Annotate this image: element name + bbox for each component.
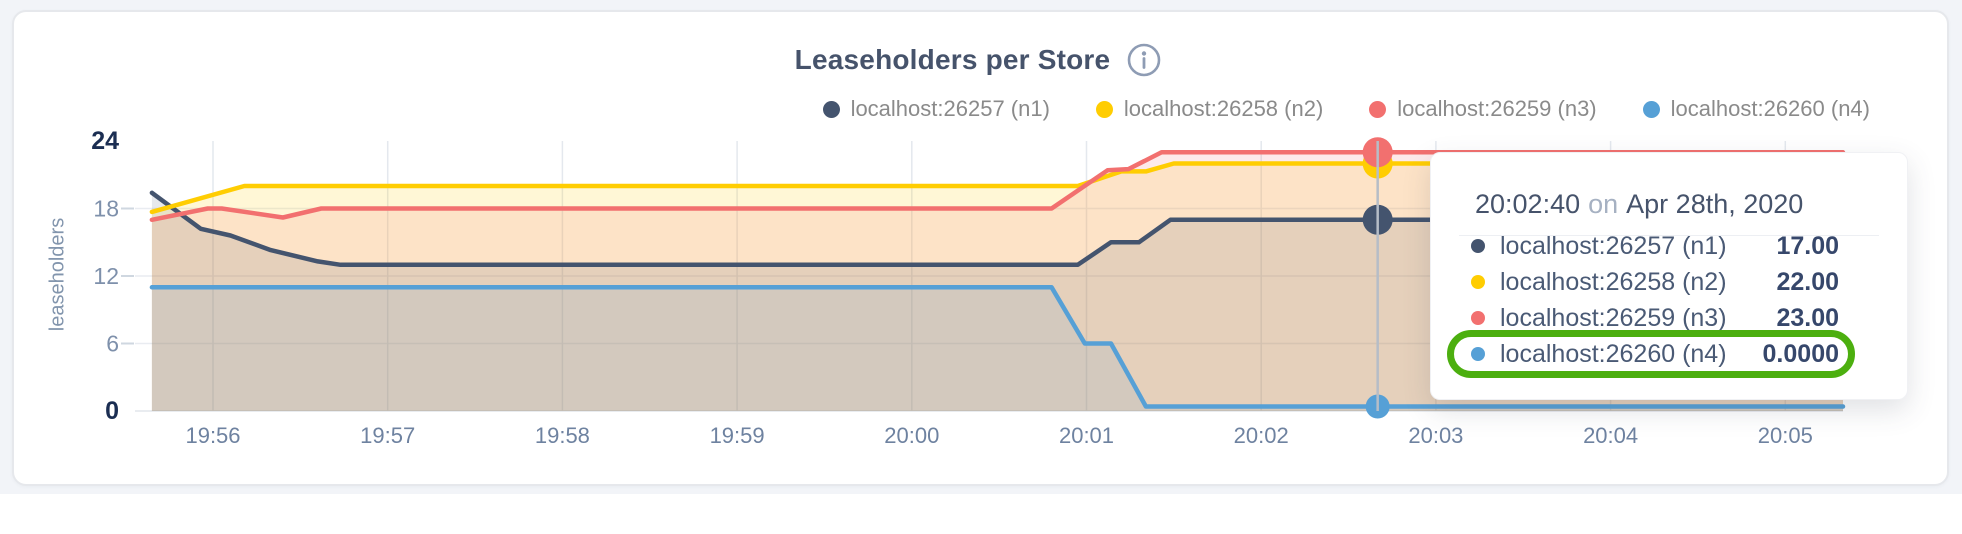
y-tick-label: 18 xyxy=(93,196,119,222)
tooltip-row-n4: localhost:26260 (n4) 0.0000 xyxy=(1471,336,1839,372)
legend-label: localhost:26260 (n4) xyxy=(1670,96,1870,121)
x-tick-label: 19:57 xyxy=(360,423,415,448)
legend-label: localhost:26259 (n3) xyxy=(1397,96,1597,121)
legend-dot-icon xyxy=(1095,100,1113,118)
tooltip-series-label: localhost:26258 (n2) xyxy=(1500,267,1727,296)
tooltip-series-value: 0.0000 xyxy=(1762,339,1839,368)
y-tick-label: 12 xyxy=(93,263,119,289)
tooltip-series-value: 23.00 xyxy=(1776,303,1839,332)
legend-label: localhost:26258 (n2) xyxy=(1123,96,1324,121)
x-tick-label: 20:05 xyxy=(1758,423,1813,448)
x-tick-label: 20:02 xyxy=(1234,423,1289,448)
tooltip-series-value: 17.00 xyxy=(1776,231,1839,260)
tooltip-row-n3: localhost:26259 (n3) 23.00 xyxy=(1471,300,1839,336)
legend-label: localhost:26257 (n1) xyxy=(850,96,1050,121)
tooltip-series-label: localhost:26259 (n3) xyxy=(1500,303,1727,332)
tooltip-series-dot-icon xyxy=(1471,311,1485,325)
x-tick-label: 20:04 xyxy=(1583,423,1638,448)
legend-item-n3: localhost:26259 (n3) xyxy=(1369,96,1597,122)
legend-dot-icon xyxy=(822,100,840,118)
series-area-n4 xyxy=(151,287,1843,411)
tooltip-rows: localhost:26257 (n1) 17.00 localhost:26258… xyxy=(1471,228,1839,372)
chart-title: Leaseholders per Store xyxy=(794,44,1111,75)
legend-item-n1: localhost:26257 (n1) xyxy=(822,96,1050,122)
tooltip-series-value: 22.00 xyxy=(1776,267,1839,296)
tooltip-series-dot-icon xyxy=(1471,239,1485,253)
x-tick-label: 19:56 xyxy=(185,423,240,448)
chart-tooltip: 20:02:40 on Apr 28th, 2020 localhost:26257… xyxy=(1430,152,1908,400)
tooltip-series-label: localhost:26260 (n4) xyxy=(1500,339,1727,368)
tooltip-series-dot-icon xyxy=(1471,275,1485,289)
series-area-n1 xyxy=(151,192,1843,411)
y-tick-label: 0 xyxy=(105,397,119,425)
tooltip-row-n1: localhost:26257 (n1) 17.00 xyxy=(1471,228,1839,264)
tooltip-connector: on xyxy=(1588,189,1619,219)
legend-dot-icon xyxy=(1642,100,1660,118)
legend-item-n4: localhost:26260 (n4) xyxy=(1642,96,1870,122)
y-tick-label: 24 xyxy=(91,127,119,155)
series-line-n1 xyxy=(149,190,1846,268)
x-tick-label: 19:59 xyxy=(710,423,765,448)
tooltip-date: Apr 28th, 2020 xyxy=(1626,189,1804,219)
tooltip-timestamp: 20:02:40 on Apr 28th, 2020 xyxy=(1475,189,1803,220)
highlight-annotation xyxy=(1447,330,1855,378)
tooltip-series-label: localhost:26257 (n1) xyxy=(1500,231,1727,260)
series-line-n4 xyxy=(149,285,1846,409)
chart-legend: localhost:26257 (n1) localhost:26258 (n2)… xyxy=(822,96,1870,122)
series-line-n3 xyxy=(149,150,1846,223)
legend-item-n2: localhost:26258 (n2) xyxy=(1095,96,1324,122)
legend-dot-icon xyxy=(1369,100,1387,118)
info-icon[interactable] xyxy=(1126,42,1162,78)
tooltip-time: 20:02:40 xyxy=(1475,189,1581,219)
tooltip-row-n2: localhost:26258 (n2) 22.00 xyxy=(1471,264,1839,300)
x-tick-label: 20:00 xyxy=(884,423,939,448)
series-area-n3 xyxy=(151,152,1843,412)
x-tick-label: 19:58 xyxy=(535,423,590,448)
y-tick-label: 6 xyxy=(106,331,119,357)
tooltip-divider xyxy=(1459,235,1879,236)
chart-header: Leaseholders per Store xyxy=(12,42,1945,78)
tooltip-series-dot-icon xyxy=(1471,347,1485,361)
x-tick-label: 20:03 xyxy=(1408,423,1463,448)
x-tick-label: 20:01 xyxy=(1059,423,1114,448)
